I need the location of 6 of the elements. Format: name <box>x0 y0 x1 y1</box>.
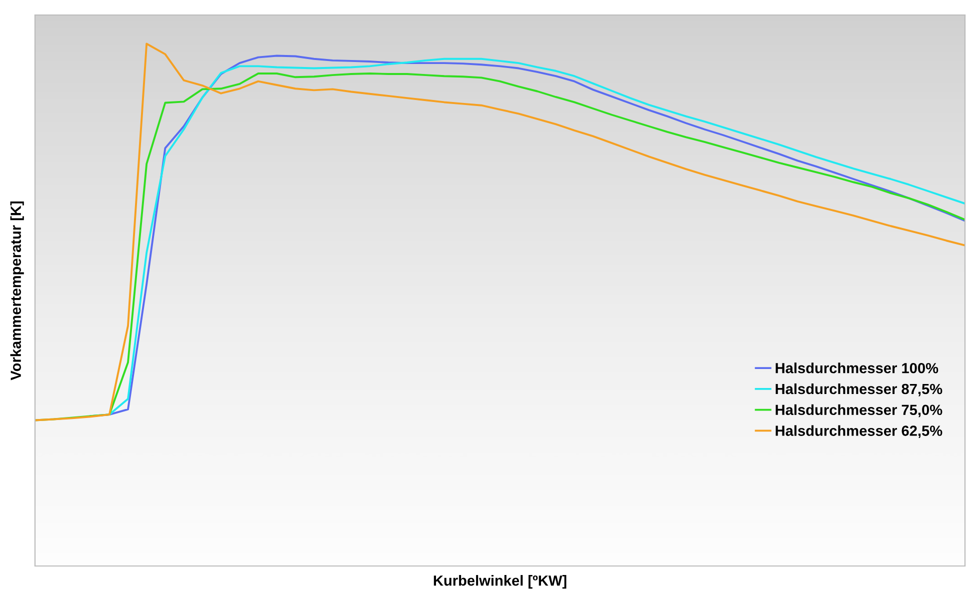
legend-label: Halsdurchmesser 75,0% <box>776 404 942 418</box>
legend-label: Halsdurchmesser 87,5% <box>776 383 942 396</box>
y-axis-title: Vorkammertemperatur [K] <box>10 201 24 380</box>
legend-label: Halsdurchmesser 62,5% <box>776 425 942 438</box>
x-axis-title: Kurbelwinkel [ºKW] <box>434 575 566 589</box>
legend-label: Halsdurchmesser 100% <box>776 362 938 374</box>
